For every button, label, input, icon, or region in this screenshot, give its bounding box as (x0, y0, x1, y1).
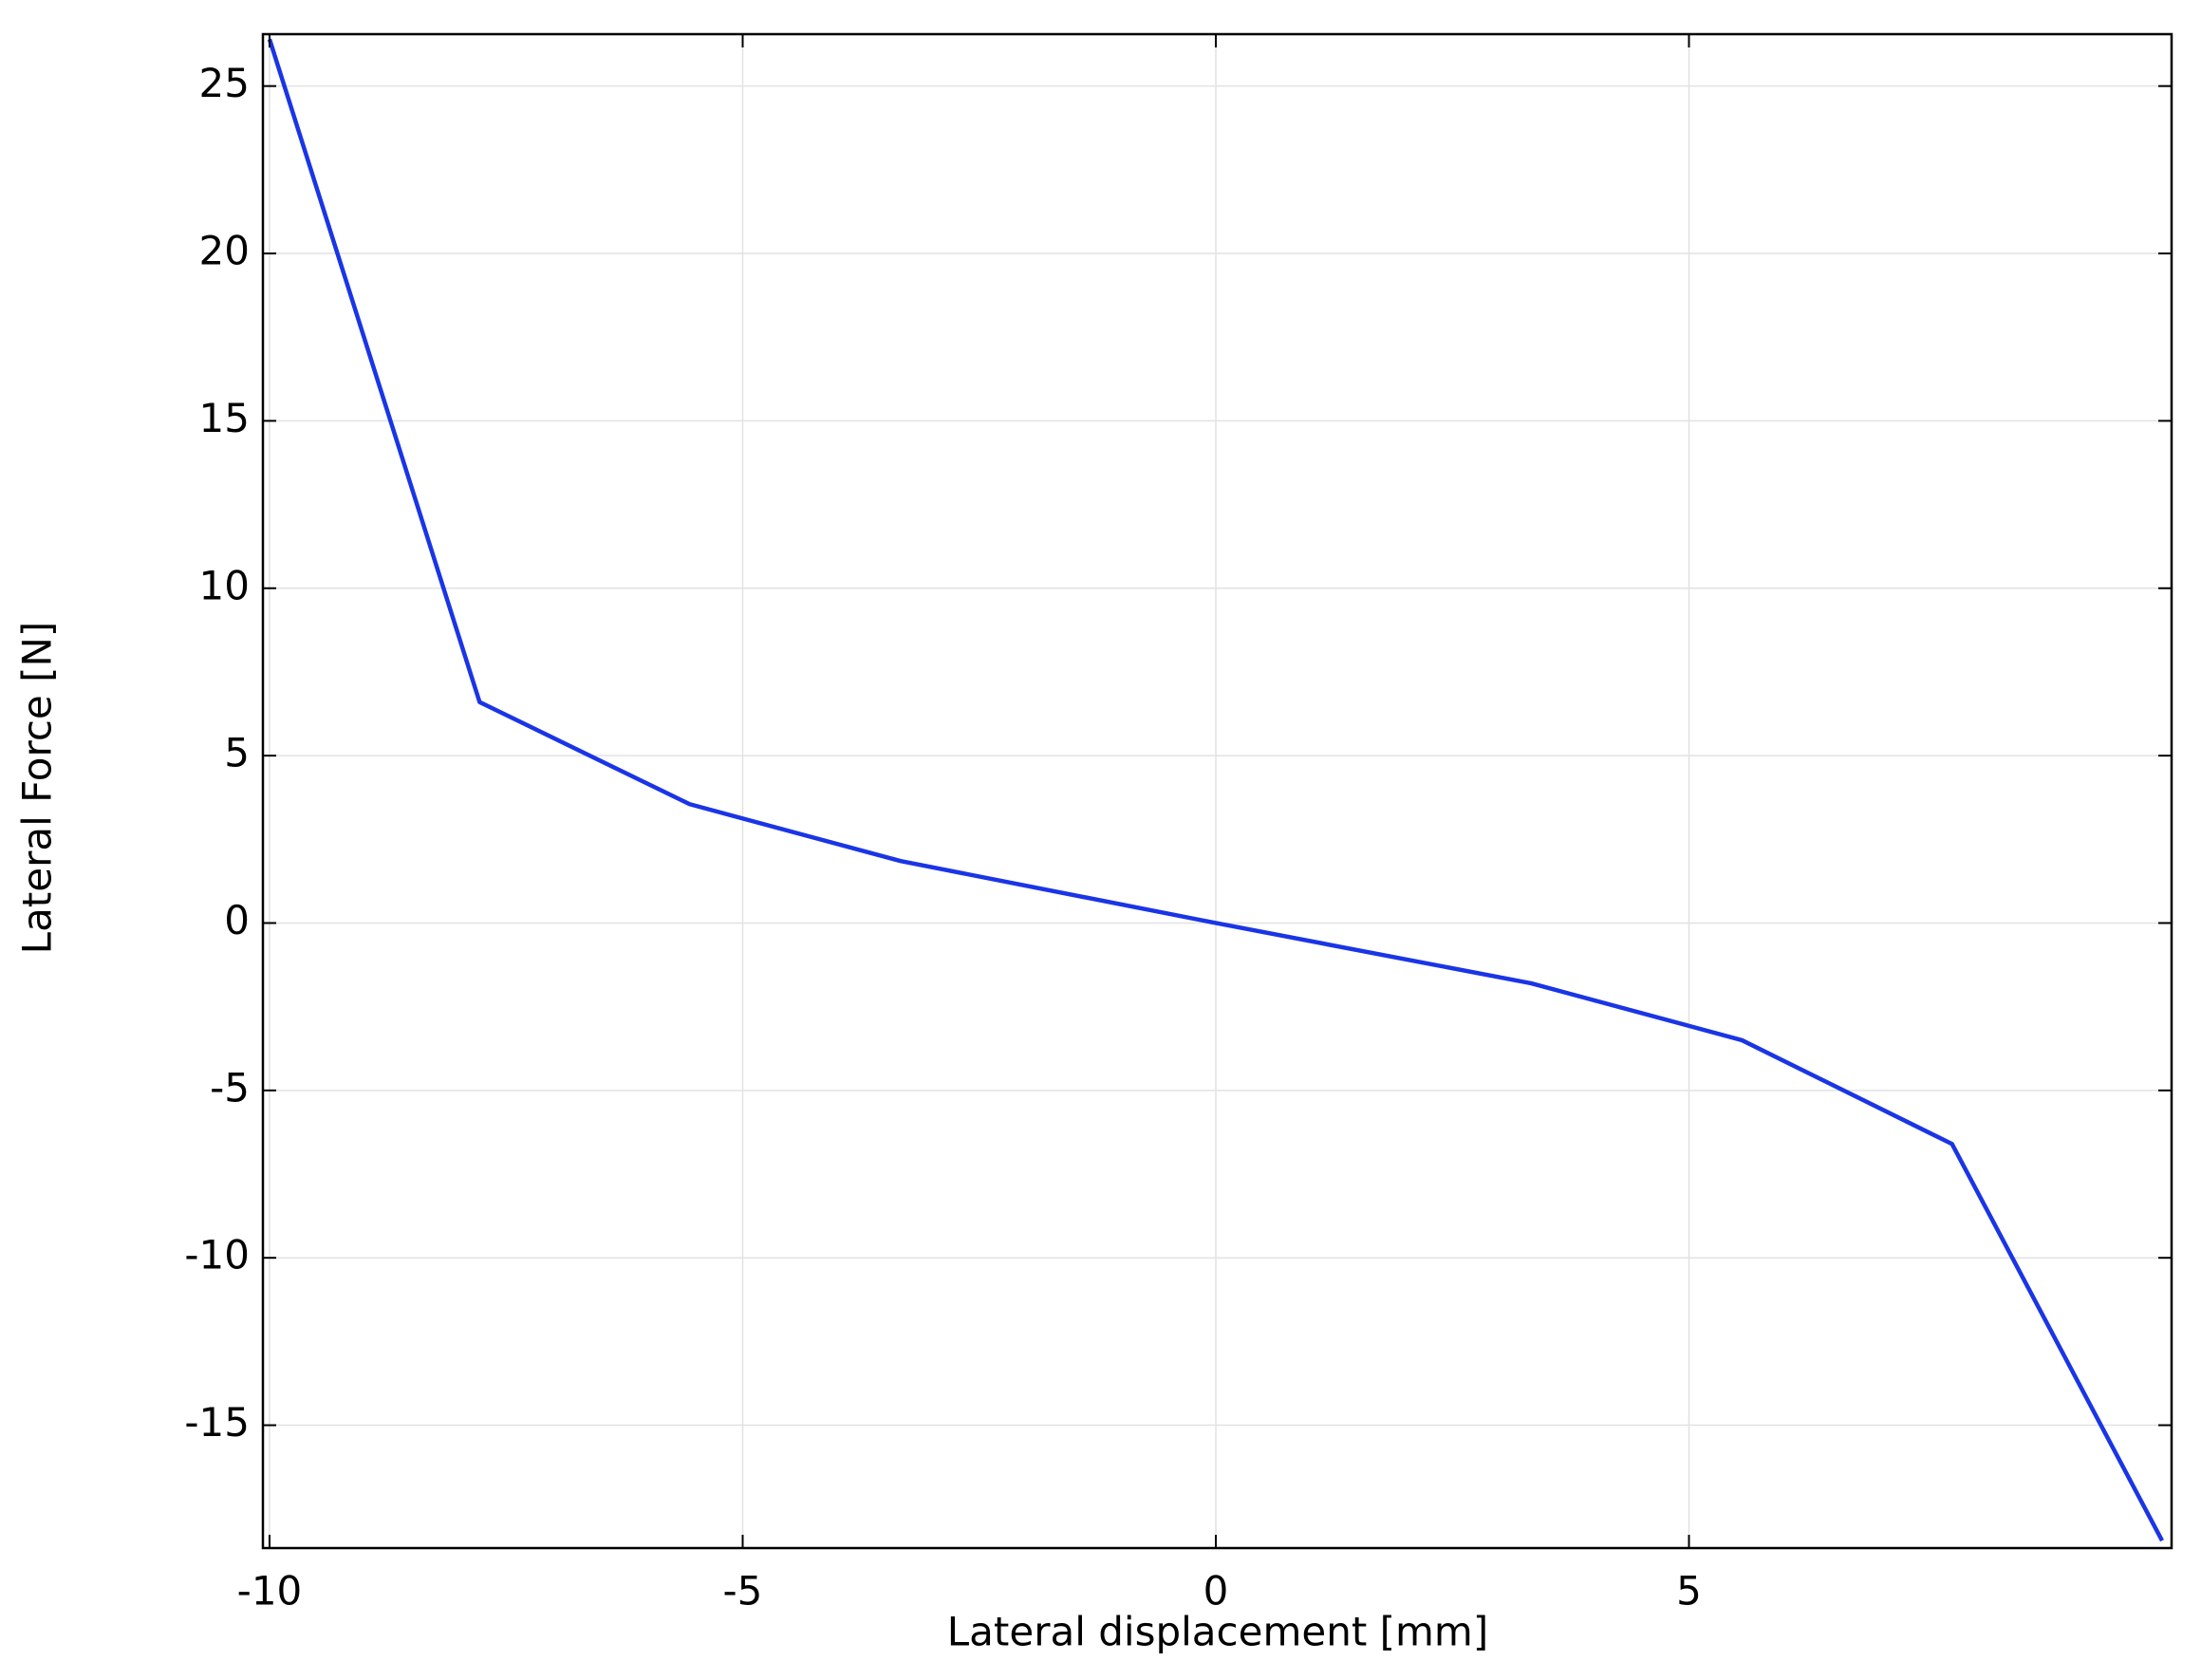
grid (263, 34, 2172, 1548)
y-tick-label: 25 (199, 60, 250, 106)
y-axis-label: Lateral Force [N] (14, 622, 61, 955)
x-tick-label: -10 (237, 1568, 303, 1615)
y-tick-label: 0 (224, 897, 250, 943)
y-tick-label: -5 (210, 1064, 250, 1111)
x-axis-label: Lateral displacement [mm] (947, 1609, 1488, 1655)
x-tick-label: 0 (1203, 1568, 1229, 1615)
x-tick-label: -5 (723, 1568, 763, 1615)
y-tick-label: -10 (184, 1232, 250, 1279)
plot-data (267, 38, 2165, 1542)
y-tick-label: 20 (199, 228, 250, 274)
y-tick-label: -15 (184, 1399, 250, 1446)
data-line (267, 38, 2165, 1542)
x-tick-label: 5 (1676, 1568, 1702, 1615)
plot-frame (261, 32, 2173, 1550)
y-tick-label: 10 (199, 562, 250, 608)
y-tick-label: 5 (224, 730, 250, 776)
y-tick-label: 15 (199, 395, 250, 441)
